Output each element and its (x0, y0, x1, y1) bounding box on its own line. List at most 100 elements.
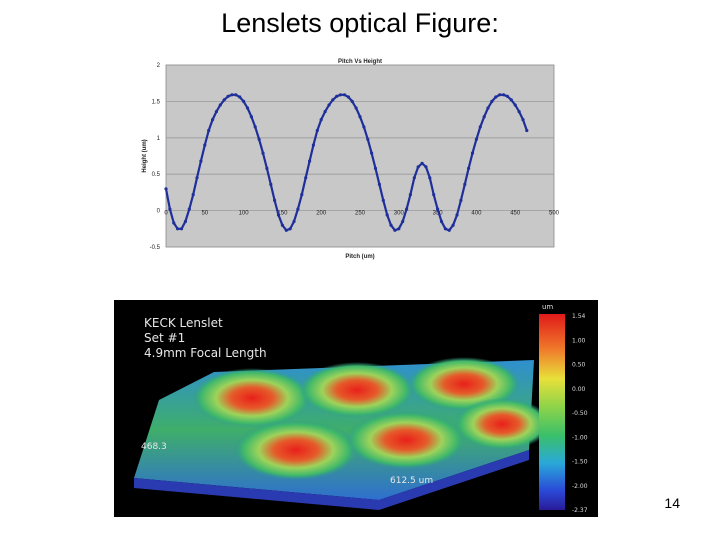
data-point (447, 228, 451, 232)
data-point (335, 94, 339, 98)
data-point (273, 198, 277, 202)
x-axis-label: Pitch (um) (345, 254, 374, 260)
width-dimension-label: 468.3 (141, 442, 167, 452)
colorbar-tick-label: -2.00 (572, 483, 588, 490)
pitch-vs-height-chart: -0.500.511.52 0 50 100 150 200 250 300 350 400 45… (140, 55, 565, 265)
colorbar-tick-label: 1.54 (572, 313, 586, 320)
colorbar-tick-label: -0.50 (572, 410, 588, 417)
x-tick-label: 0 (164, 211, 168, 217)
y-tick-label: 1 (157, 136, 161, 142)
data-point (238, 95, 242, 99)
data-point (373, 166, 378, 170)
data-point (389, 223, 393, 227)
data-point (339, 93, 343, 97)
data-point (474, 137, 478, 141)
data-point (498, 93, 502, 97)
data-point (242, 99, 246, 103)
x-tick-label: 150 (277, 211, 288, 217)
data-point (342, 93, 347, 97)
y-axis-ticks: -0.5 0 0.5 1 1.5 2 (150, 63, 161, 251)
data-point (366, 137, 370, 141)
y-tick-label: 1.5 (152, 99, 161, 105)
lenslet-surface-edge (134, 450, 529, 510)
data-point (168, 207, 172, 211)
data-point (432, 193, 436, 197)
data-point (195, 176, 199, 180)
chart-title: Pitch Vs Height (338, 59, 382, 65)
data-point (513, 103, 517, 107)
data-point (451, 223, 455, 227)
lenslet-dome (192, 368, 312, 428)
x-tick-label: 400 (471, 211, 482, 217)
lenslet-title-line: Set #1 (144, 331, 186, 345)
data-point (296, 207, 300, 211)
colorbar-tick-label: 0.50 (572, 362, 586, 369)
data-point (226, 94, 230, 98)
data-point (350, 99, 354, 103)
data-point (408, 193, 412, 197)
data-point (420, 161, 424, 165)
data-point (412, 176, 416, 180)
y-tick-label: 2 (157, 63, 161, 69)
series-line (164, 93, 528, 232)
data-point (463, 182, 467, 186)
lenslet-title-line: 4.9mm Focal Length (144, 346, 267, 360)
colorbar-tick-label: -1.00 (572, 434, 588, 441)
lenslet-dome (454, 398, 550, 450)
data-point (207, 128, 211, 133)
height-series (164, 93, 529, 232)
data-point (494, 95, 498, 99)
x-tick-label: 100 (239, 211, 250, 217)
data-point (424, 165, 428, 169)
data-point (214, 110, 218, 114)
data-point (436, 207, 440, 211)
data-point (245, 106, 250, 110)
lenslet-title-line: KECK Lenslet (144, 316, 223, 330)
data-point (405, 207, 409, 211)
colorbar-ticks: 1.54 1.00 0.50 0.00 -0.50 -1.00 -1.50 -2.00 -2.3… (572, 313, 588, 514)
data-point (370, 151, 374, 155)
data-point (482, 115, 486, 119)
colorbar (539, 314, 565, 510)
colorbar-tick-label: -1.50 (572, 459, 588, 466)
y-tick-label: 0 (157, 209, 161, 215)
plot-area (165, 64, 555, 248)
data-point (187, 207, 191, 211)
colorbar-unit: um (542, 303, 554, 311)
data-point (304, 176, 308, 180)
data-point (331, 98, 335, 102)
data-point (199, 159, 203, 163)
data-point (311, 143, 315, 147)
data-point (385, 213, 389, 217)
lenslet-dome (408, 357, 520, 411)
data-point (261, 151, 265, 155)
data-point (284, 228, 288, 232)
data-point (505, 94, 509, 98)
data-point (203, 143, 207, 147)
y-tick-label: 0.5 (152, 172, 161, 178)
data-point (257, 137, 261, 141)
keck-lenslet-surface-plot: 1.54 1.00 0.50 0.00 -0.50 -1.00 -1.50 -2.00 -2.3… (114, 300, 598, 517)
data-point (486, 106, 490, 110)
page-number: 14 (664, 495, 680, 511)
lenslet-dome (299, 362, 415, 418)
lenslet-dome (346, 411, 466, 469)
data-point (459, 198, 463, 202)
data-point (517, 110, 521, 114)
y-tick-label: -0.5 (150, 245, 161, 251)
data-point (276, 213, 281, 217)
data-point (467, 166, 471, 170)
data-point (521, 118, 525, 122)
colorbar-tick-label: 0.00 (572, 386, 586, 393)
x-tick-label: 250 (355, 211, 366, 217)
x-tick-label: 300 (394, 211, 405, 217)
x-tick-label: 500 (549, 211, 560, 217)
data-point (490, 99, 494, 103)
data-point (176, 227, 180, 231)
data-point (183, 219, 187, 224)
data-point (319, 118, 323, 122)
data-point (377, 182, 381, 186)
grid-lines (166, 64, 554, 248)
data-point (470, 151, 475, 155)
data-point (253, 125, 257, 129)
